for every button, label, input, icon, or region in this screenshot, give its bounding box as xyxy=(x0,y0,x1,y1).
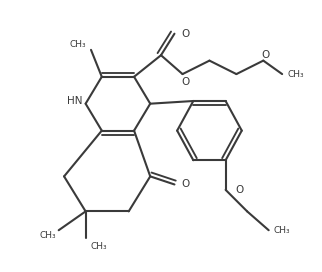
Text: O: O xyxy=(181,29,189,39)
Text: O: O xyxy=(181,180,189,190)
Text: CH₃: CH₃ xyxy=(91,242,108,251)
Text: O: O xyxy=(181,77,189,87)
Text: HN: HN xyxy=(67,96,83,106)
Text: O: O xyxy=(262,50,270,60)
Text: CH₃: CH₃ xyxy=(274,226,290,235)
Text: O: O xyxy=(235,185,243,195)
Text: CH₃: CH₃ xyxy=(287,70,304,79)
Text: CH₃: CH₃ xyxy=(40,231,56,240)
Text: CH₃: CH₃ xyxy=(69,40,86,49)
